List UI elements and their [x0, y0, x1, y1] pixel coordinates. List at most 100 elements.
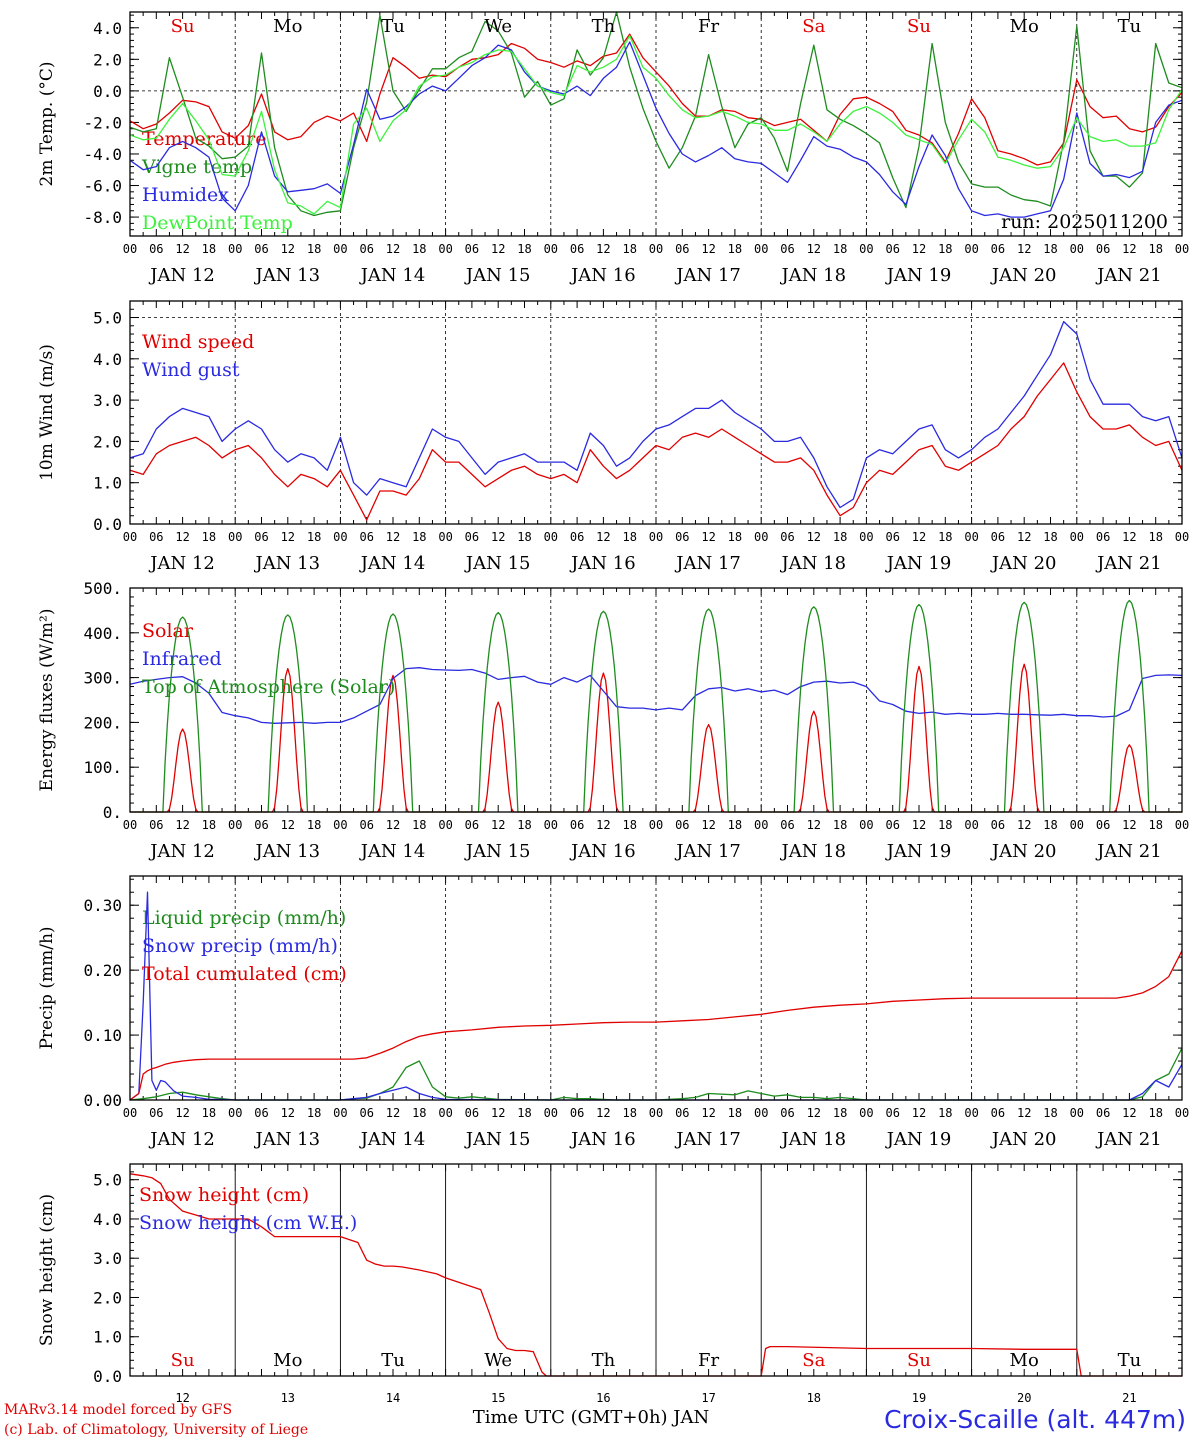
- x-date-label: JAN 14: [359, 265, 426, 286]
- day-label: Tu: [381, 16, 405, 37]
- y-tick-label: 200.: [83, 713, 122, 732]
- x-date-label: JAN 14: [359, 553, 426, 574]
- legend-entry: Snow precip (mm/h): [142, 935, 338, 957]
- x-hour-label: 12: [701, 242, 715, 256]
- x-hour-label: 12: [175, 818, 189, 832]
- x-date-label: JAN 14: [359, 841, 426, 862]
- x-hour-label: 18: [1148, 1106, 1162, 1120]
- x-hour-label: 06: [885, 818, 899, 832]
- plot-frame: [129, 587, 1183, 813]
- series-line-wind-gust: [129, 320, 1183, 509]
- panel-3: 500. 400. 300. 200. 100. 0. Energy fluxes (W/m…: [37, 579, 1189, 862]
- x-hour-label: 18: [728, 1106, 742, 1120]
- x-hour-label: 18: [833, 818, 847, 832]
- x-hour-label: 18: [307, 530, 321, 544]
- x-day-number-label: 19: [912, 1391, 926, 1405]
- x-hour-label: 12: [281, 1106, 295, 1120]
- x-day-number-label: 14: [386, 1391, 400, 1405]
- x-hour-label: 12: [1122, 818, 1136, 832]
- legend-entry: Wind speed: [142, 331, 254, 353]
- x-hour-label: 00: [754, 1106, 768, 1120]
- x-hour-label: 12: [807, 242, 821, 256]
- x-hour-label: 06: [570, 242, 584, 256]
- x-hour-label: 06: [991, 818, 1005, 832]
- x-hour-label: 12: [1122, 242, 1136, 256]
- day-label: Mo: [1010, 1350, 1039, 1371]
- x-date-label: JAN 18: [780, 265, 847, 286]
- day-label: Su: [171, 16, 195, 37]
- x-hour-label: 12: [1017, 1106, 1031, 1120]
- x-hour-label: 00: [1070, 530, 1084, 544]
- y-tick-label: -4.0: [83, 145, 122, 164]
- x-hour-label: 00: [859, 1106, 873, 1120]
- x-hour-label: 00: [859, 530, 873, 544]
- x-hour-label: 06: [885, 242, 899, 256]
- x-hour-label: 12: [175, 242, 189, 256]
- x-hour-label: 06: [675, 242, 689, 256]
- x-hour-label: 12: [807, 818, 821, 832]
- x-hour-label: 18: [412, 530, 426, 544]
- series-line-total-cumulated-cm: [129, 950, 1183, 1101]
- x-hour-label: 06: [780, 530, 794, 544]
- x-hour-label: 00: [228, 242, 242, 256]
- x-hour-label: 06: [465, 242, 479, 256]
- x-date-label: JAN 19: [885, 265, 952, 286]
- legend-entry: Total cumulated (cm): [142, 963, 347, 985]
- x-hour-label: 06: [1096, 530, 1110, 544]
- x-date-label: JAN 20: [990, 1129, 1057, 1150]
- x-hour-label: 06: [991, 1106, 1005, 1120]
- x-hour-label: 00: [1070, 242, 1084, 256]
- x-hour-label: 18: [517, 818, 531, 832]
- day-label: Tu: [1118, 16, 1142, 37]
- series-line-infrared: [129, 667, 1183, 724]
- x-date-label: JAN 12: [148, 553, 215, 574]
- x-hour-label: 00: [333, 1106, 347, 1120]
- x-day-number-label: 12: [175, 1391, 189, 1405]
- day-label: Mo: [273, 16, 302, 37]
- series-line-wind-speed: [129, 362, 1183, 521]
- x-hour-label: 06: [570, 818, 584, 832]
- x-hour-label: 06: [675, 530, 689, 544]
- x-hour-label: 18: [938, 818, 952, 832]
- x-date-label: JAN 16: [569, 841, 636, 862]
- legend-entry: Vigne temp: [141, 156, 252, 178]
- x-hour-label: 06: [465, 818, 479, 832]
- x-hour-label: 18: [307, 1106, 321, 1120]
- y-tick-label: 0.20: [83, 961, 122, 980]
- x-hour-label: 12: [386, 242, 400, 256]
- x-hour-label: 18: [1043, 242, 1057, 256]
- y-tick-label: 300.: [83, 669, 122, 688]
- x-date-label: JAN 17: [674, 841, 741, 862]
- x-hour-label: 06: [359, 818, 373, 832]
- x-hour-label: 00: [649, 530, 663, 544]
- x-hour-label: 00: [649, 242, 663, 256]
- x-hour-label: 00: [964, 818, 978, 832]
- x-date-label: JAN 20: [990, 553, 1057, 574]
- run-annotation: run: 2025011200: [1001, 211, 1168, 233]
- x-date-label: JAN 18: [780, 841, 847, 862]
- x-day-number-label: 18: [807, 1391, 821, 1405]
- x-hour-label: 06: [780, 818, 794, 832]
- x-hour-label: 12: [491, 530, 505, 544]
- x-hour-label: 18: [1148, 818, 1162, 832]
- plot-frame: [129, 1163, 1183, 1377]
- y-tick-label: 2.0: [93, 432, 122, 451]
- x-date-label: JAN 21: [1095, 1129, 1162, 1150]
- x-hour-label: 18: [938, 1106, 952, 1120]
- y-tick-label: -6.0: [83, 177, 122, 196]
- x-hour-label: 00: [964, 1106, 978, 1120]
- x-date-label: JAN 16: [569, 553, 636, 574]
- x-hour-label: 06: [780, 1106, 794, 1120]
- x-hour-label: 00: [859, 818, 873, 832]
- x-hour-label: 00: [1175, 818, 1189, 832]
- x-date-label: JAN 13: [254, 841, 321, 862]
- x-hour-label: 18: [202, 1106, 216, 1120]
- legend-entry: Humidex: [142, 184, 229, 206]
- x-hour-label: 06: [675, 818, 689, 832]
- x-hour-label: 12: [701, 530, 715, 544]
- legend-entry: Infrared: [142, 648, 222, 670]
- day-label: Th: [592, 16, 616, 37]
- x-hour-label: 00: [964, 530, 978, 544]
- series-line-dewpoint-temp: [129, 35, 1183, 215]
- x-day-number-label: 17: [701, 1391, 715, 1405]
